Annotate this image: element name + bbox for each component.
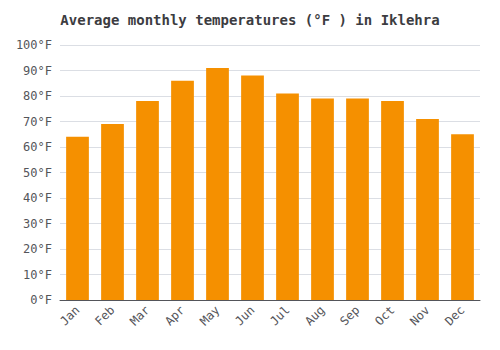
svg-text:Nov: Nov xyxy=(407,303,432,328)
svg-text:Oct: Oct xyxy=(372,303,397,328)
svg-text:70°F: 70°F xyxy=(23,115,52,129)
svg-text:80°F: 80°F xyxy=(23,89,52,103)
svg-text:Average monthly temperatures (: Average monthly temperatures (°F ) in Ik… xyxy=(60,12,439,28)
svg-text:Aug: Aug xyxy=(302,303,327,328)
svg-text:100°F: 100°F xyxy=(16,38,52,52)
svg-text:20°F: 20°F xyxy=(23,242,52,256)
svg-text:Feb: Feb xyxy=(92,303,117,328)
svg-text:10°F: 10°F xyxy=(23,268,52,282)
svg-text:Mar: Mar xyxy=(127,303,152,328)
svg-text:50°F: 50°F xyxy=(23,166,52,180)
svg-text:May: May xyxy=(197,303,222,328)
svg-text:40°F: 40°F xyxy=(23,191,52,205)
svg-text:0°F: 0°F xyxy=(30,293,52,307)
svg-text:Jan: Jan xyxy=(57,303,82,328)
svg-text:Jul: Jul xyxy=(267,303,292,328)
svg-text:60°F: 60°F xyxy=(23,140,52,154)
svg-text:30°F: 30°F xyxy=(23,217,52,231)
svg-text:Jun: Jun xyxy=(232,303,257,328)
svg-text:90°F: 90°F xyxy=(23,64,52,78)
svg-text:Dec: Dec xyxy=(442,303,467,328)
svg-text:Apr: Apr xyxy=(162,303,187,328)
svg-text:Sep: Sep xyxy=(337,303,362,328)
